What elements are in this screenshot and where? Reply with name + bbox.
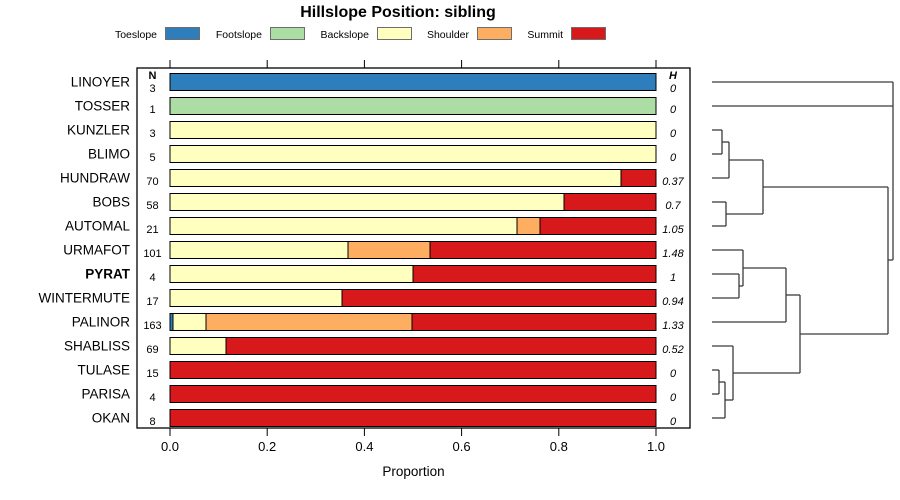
n-value: 15 <box>146 368 158 380</box>
h-value: 0.52 <box>662 344 683 356</box>
bar-segment-summit <box>620 169 657 187</box>
legend-label-footslope: Footslope <box>215 29 262 41</box>
bar-segment-backslope <box>169 217 518 235</box>
chart-title: Hillslope Position: sibling <box>300 4 496 21</box>
row-label: WINTERMUTE <box>39 291 131 306</box>
axis-tick-label: 1.0 <box>647 439 665 454</box>
row-label: AUTOMAL <box>65 219 131 234</box>
bar-segment-backslope <box>169 265 414 283</box>
n-header: N <box>149 70 157 82</box>
h-header: H <box>669 70 678 82</box>
axis-tick-label: 0.2 <box>258 439 276 454</box>
bar-segment-summit <box>411 313 657 331</box>
row-label: BOBS <box>92 195 130 210</box>
n-value: 4 <box>149 392 155 404</box>
bar-segment-backslope <box>169 193 565 211</box>
n-value: 4 <box>149 272 155 284</box>
row-label: URMAFOT <box>63 243 130 258</box>
bar-segment-summit <box>169 409 657 427</box>
n-value: 1 <box>149 104 155 116</box>
h-value: 0.37 <box>662 176 684 188</box>
legend-swatch-summit <box>571 27 606 40</box>
row-label: TOSSER <box>75 99 131 114</box>
n-value: 58 <box>146 200 158 212</box>
n-value: 163 <box>143 320 161 332</box>
h-value: 1 <box>670 272 676 284</box>
bar-segment-backslope <box>169 337 227 355</box>
row-label: PALINOR <box>72 315 131 330</box>
row-label: PARISA <box>81 387 130 402</box>
bar-segment-summit <box>169 361 657 379</box>
row-label: BLIMO <box>88 147 130 162</box>
axis-tick-label: 0.6 <box>453 439 471 454</box>
axis-tick-label: 0.8 <box>550 439 568 454</box>
x-axis-label: Proportion <box>382 464 445 479</box>
bar-segment-backslope <box>169 241 349 259</box>
bar-segment-shoulder <box>347 241 431 259</box>
row-label: TULASE <box>77 363 130 378</box>
bar-segment-summit <box>429 241 657 259</box>
row-label: PYRAT <box>85 267 131 282</box>
bar-segment-summit <box>341 289 657 307</box>
bar-segment-summit <box>412 265 657 283</box>
axis-tick-label: 0.0 <box>161 439 179 454</box>
n-value: 69 <box>146 344 158 356</box>
bar-segment-toeslope <box>169 73 657 91</box>
row-label: LINOYER <box>71 75 131 90</box>
row-label: OKAN <box>92 411 130 426</box>
n-value: 3 <box>149 128 155 140</box>
h-value: 1.33 <box>662 320 684 332</box>
bar-segment-backslope <box>169 121 657 139</box>
h-value: 0 <box>670 128 677 140</box>
bar-segment-summit <box>539 217 657 235</box>
bar-segment-backslope <box>169 289 343 307</box>
h-value: 0 <box>670 392 677 404</box>
legend-label-summit: Summit <box>527 29 563 41</box>
row-label: SHABLISS <box>64 339 130 354</box>
n-value: 70 <box>146 176 158 188</box>
n-value: 21 <box>146 224 158 236</box>
n-value: 3 <box>149 83 155 95</box>
row-label: HUNDRAW <box>60 171 130 186</box>
bar-segment-backslope <box>169 145 657 163</box>
bar-segment-backslope <box>169 169 622 187</box>
plot-box <box>136 67 691 429</box>
bar-segment-summit <box>225 337 657 355</box>
n-value: 5 <box>149 152 155 164</box>
legend-label-shoulder: Shoulder <box>426 29 469 41</box>
legend-swatch-footslope <box>270 27 305 40</box>
h-value: 1.48 <box>662 248 684 260</box>
h-value: 0.94 <box>662 296 683 308</box>
h-value: 0 <box>670 368 677 380</box>
axis-tick-label: 0.4 <box>355 439 373 454</box>
h-value: 1.05 <box>662 224 684 236</box>
legend-swatch-shoulder <box>477 27 512 40</box>
row-label: KUNZLER <box>67 123 130 138</box>
legend-label-backslope: Backslope <box>320 29 369 41</box>
bar-segment-shoulder <box>516 217 541 235</box>
bar-segment-summit <box>169 385 657 403</box>
h-value: 0 <box>670 416 677 428</box>
legend: Toeslope Footslope Backslope Shoulder Summit <box>0 0 900 46</box>
legend-swatch-toeslope <box>165 27 200 40</box>
h-value: 0 <box>670 152 677 164</box>
n-value: 17 <box>146 296 158 308</box>
bar-segment-summit <box>563 193 657 211</box>
bar-segment-backslope <box>172 313 207 331</box>
legend-label-toeslope: Toeslope <box>114 29 157 41</box>
h-value: 0.7 <box>665 200 681 212</box>
n-value: 8 <box>149 416 155 428</box>
h-value: 0 <box>670 83 677 95</box>
n-value: 101 <box>143 248 161 260</box>
h-value: 0 <box>670 104 677 116</box>
bar-segment-shoulder <box>205 313 413 331</box>
legend-swatch-backslope <box>377 27 412 40</box>
bar-segment-footslope <box>169 97 657 115</box>
